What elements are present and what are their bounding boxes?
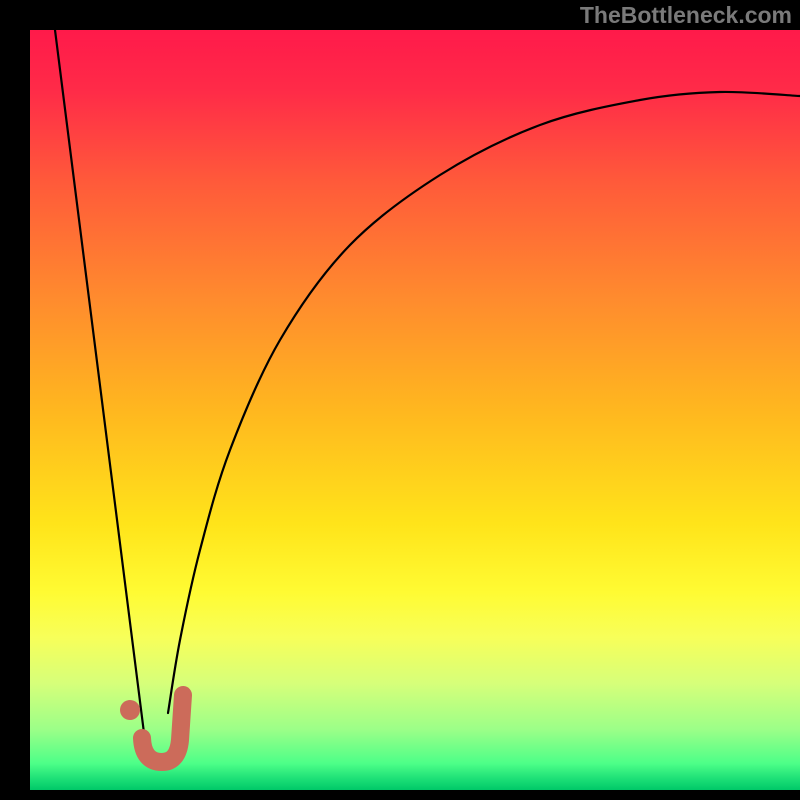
chart-container: { "watermark": { "text": "TheBottleneck.… <box>0 0 800 800</box>
bottleneck-chart <box>0 0 800 800</box>
watermark-text: TheBottleneck.com <box>580 2 792 29</box>
plot-gradient-area <box>30 30 800 790</box>
marker-dot <box>120 700 140 720</box>
